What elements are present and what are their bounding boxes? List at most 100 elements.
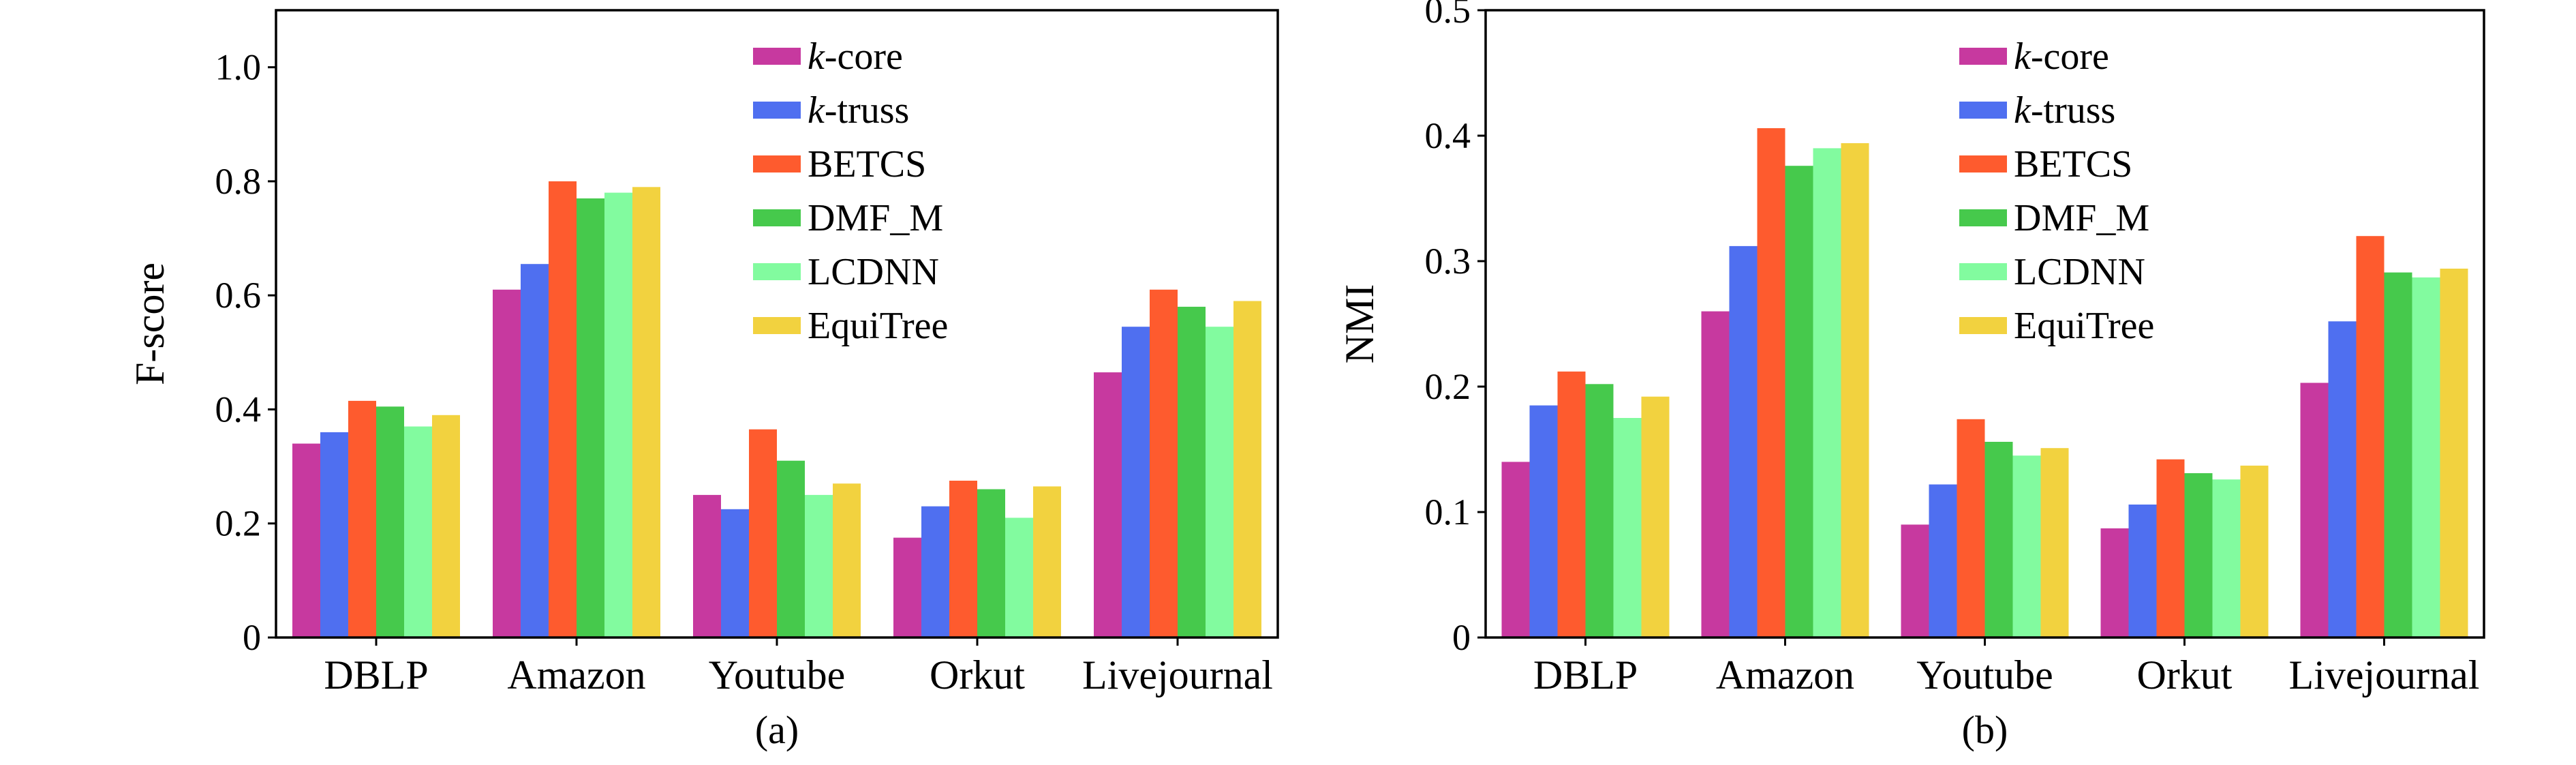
- bar-betcs-orkut: [2156, 459, 2185, 638]
- bar-betcs-dblp: [1557, 371, 1586, 638]
- bar-k-truss-livejournal: [2328, 321, 2357, 638]
- x-tick-label: Livejournal: [1082, 652, 1273, 698]
- bar-betcs-dblp: [348, 400, 376, 638]
- plot-frame: [1484, 9, 2485, 639]
- bar-betcs-amazon: [549, 181, 577, 638]
- bar-lcdnn-orkut: [1005, 518, 1033, 638]
- bar-lcdnn-amazon: [1813, 148, 1841, 638]
- y-tick-label: 0.8: [215, 161, 262, 202]
- legend-entry: LCDNN: [2014, 251, 2145, 293]
- legend-swatch: [753, 48, 801, 65]
- bar-lcdnn-youtube: [805, 494, 833, 638]
- bar-equitree-youtube: [2040, 448, 2069, 638]
- bar-k-truss-orkut: [2128, 505, 2157, 638]
- y-tick-label: 0.4: [215, 389, 262, 430]
- legend-entry: BETCS: [808, 143, 926, 185]
- bar-equitree-amazon: [1841, 143, 1869, 638]
- legend-entry: EquiTree: [808, 305, 948, 347]
- legend-entry: LCDNN: [808, 251, 939, 293]
- y-axis-title: NMI: [1337, 284, 1382, 364]
- bar-dmf-m-amazon: [577, 198, 604, 638]
- bar-k-core-youtube: [1901, 524, 1929, 638]
- legend-entry: k-core: [2014, 35, 2109, 78]
- bar-betcs-youtube: [1957, 419, 1985, 638]
- bar-k-core-amazon: [1701, 311, 1730, 638]
- legend-swatch: [753, 155, 801, 172]
- y-tick-label: 0.1: [1425, 492, 1471, 532]
- bar-dmf-m-amazon: [1785, 166, 1813, 638]
- y-tick-label: 0.3: [1425, 241, 1471, 282]
- bar-dmf-m-orkut: [2184, 473, 2213, 638]
- legend-entry: k-truss: [808, 89, 909, 132]
- x-tick-label: Orkut: [930, 652, 1025, 698]
- bar-betcs-orkut: [949, 481, 977, 638]
- bar-betcs-livejournal: [2356, 236, 2385, 638]
- x-tick-label: Livejournal: [2289, 652, 2480, 698]
- y-tick-label: 1.0: [215, 47, 262, 88]
- bar-lcdnn-livejournal: [1206, 327, 1233, 638]
- legend-swatch: [1959, 263, 2007, 280]
- y-tick-label: 0.4: [1425, 115, 1471, 156]
- bar-k-truss-livejournal: [1122, 327, 1150, 638]
- x-tick-label: Youtube: [1916, 652, 2053, 698]
- y-tick-label: 0.2: [215, 503, 262, 544]
- legend-swatch: [1959, 155, 2007, 172]
- bar-equitree-livejournal: [2440, 269, 2468, 638]
- bar-dmf-m-livejournal: [1178, 306, 1206, 638]
- bar-k-core-amazon: [493, 289, 521, 638]
- bar-k-truss-orkut: [921, 506, 949, 638]
- bar-k-core-livejournal: [1094, 372, 1122, 638]
- y-tick-label: 0.2: [1425, 366, 1471, 407]
- bar-lcdnn-orkut: [2212, 479, 2241, 638]
- legend-entry: k-core: [808, 35, 903, 78]
- legend-swatch: [1959, 48, 2007, 65]
- bar-betcs-amazon: [1757, 128, 1785, 638]
- y-tick-label: 0.6: [215, 275, 262, 316]
- y-tick-label: 0: [1452, 617, 1471, 658]
- bar-betcs-youtube: [749, 429, 777, 638]
- x-tick-label: Youtube: [709, 652, 846, 698]
- bar-equitree-orkut: [1033, 486, 1061, 638]
- y-tick-label: 0.5: [1425, 0, 1471, 31]
- plot-frame: [275, 9, 1279, 639]
- legend-entry: DMF_M: [2014, 197, 2149, 239]
- bar-k-core-youtube: [693, 494, 721, 638]
- legend-swatch: [1959, 209, 2007, 226]
- bar-k-core-orkut: [2100, 528, 2129, 638]
- bar-equitree-dblp: [1641, 396, 1670, 638]
- legend-entry: BETCS: [2014, 143, 2132, 185]
- legend-swatch: [753, 209, 801, 226]
- bar-lcdnn-youtube: [2012, 455, 2041, 638]
- legend-swatch: [753, 263, 801, 280]
- bar-lcdnn-livejournal: [2412, 277, 2440, 638]
- bar-dmf-m-youtube: [1984, 442, 2013, 638]
- x-tick-label: Amazon: [1716, 652, 1854, 698]
- bar-k-truss-youtube: [1929, 484, 1957, 638]
- bar-dmf-m-dblp: [376, 406, 404, 638]
- legend-swatch: [753, 317, 801, 334]
- x-tick-label: DBLP: [1533, 652, 1638, 698]
- bar-betcs-livejournal: [1150, 289, 1178, 638]
- y-axis-title: F-score: [127, 262, 172, 385]
- bar-k-core-dblp: [292, 443, 320, 638]
- panel-sublabel: (a): [755, 708, 799, 752]
- bar-k-truss-dblp: [320, 432, 348, 638]
- bar-equitree-livejournal: [1233, 301, 1261, 638]
- bar-equitree-youtube: [833, 483, 861, 638]
- legend-entry: EquiTree: [2014, 305, 2154, 347]
- legend-swatch: [1959, 102, 2007, 119]
- bar-k-truss-dblp: [1529, 405, 1558, 638]
- legend-entry: k-truss: [2014, 89, 2115, 132]
- bar-k-core-livejournal: [2300, 382, 2329, 638]
- panel-sublabel: (b): [1962, 708, 2008, 752]
- bar-k-truss-youtube: [721, 509, 749, 638]
- panel-a: F-score (a) DBLP Amazon Youtube Orkut Livejo…: [127, 9, 1279, 752]
- bar-k-truss-amazon: [1729, 245, 1758, 638]
- legend-swatch: [1959, 317, 2007, 334]
- bar-lcdnn-dblp: [1613, 418, 1642, 638]
- bar-k-core-orkut: [893, 537, 921, 638]
- x-tick-label: Orkut: [2137, 652, 2233, 698]
- bar-dmf-m-orkut: [977, 489, 1005, 638]
